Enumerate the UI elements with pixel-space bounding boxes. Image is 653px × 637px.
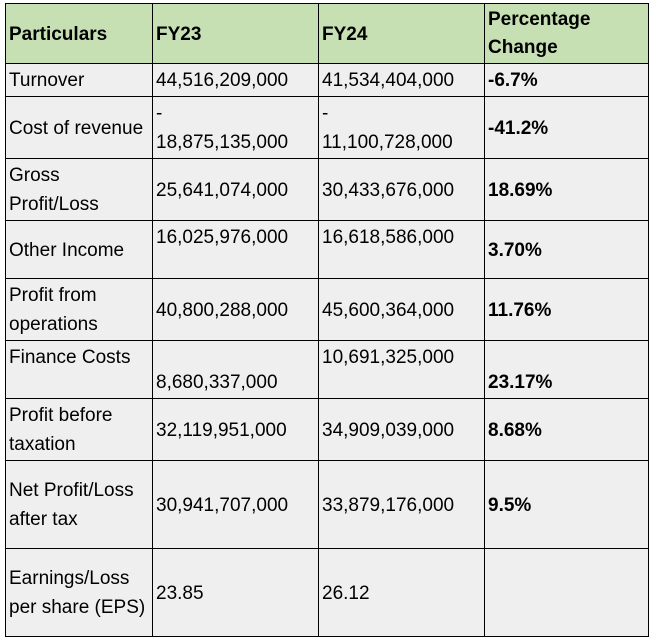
row-change: 3.70%	[484, 220, 649, 279]
row-particular: Profit before taxation	[5, 398, 153, 461]
header-fy24: FY24	[318, 3, 485, 64]
row-fy24: 41,534,404,000	[318, 63, 485, 97]
row-particular: Earnings/Loss per share (EPS)	[5, 548, 153, 637]
row-change: -6.7%	[484, 63, 649, 97]
row-fy23: 23.85	[152, 548, 319, 637]
row-change: 23.17%	[484, 340, 649, 399]
header-percentage-change: Percentage Change	[484, 3, 649, 64]
table-row: Profit from operations 40,800,288,000 45…	[5, 278, 649, 341]
table-row: Other Income 16,025,976,000 16,618,586,0…	[5, 220, 649, 279]
row-fy23-sign: -	[156, 103, 163, 124]
row-change: 11.76%	[484, 278, 649, 341]
row-fy24: 33,879,176,000	[318, 460, 485, 549]
row-change: 9.5%	[484, 460, 649, 549]
row-fy23: 8,680,337,000	[152, 340, 319, 399]
row-change: 18.69%	[484, 158, 649, 221]
row-fy24: 45,600,364,000	[318, 278, 485, 341]
table-row: Finance Costs 8,680,337,000 10,691,325,0…	[5, 340, 649, 399]
row-particular: Other Income	[5, 220, 153, 279]
table-row: Net Profit/Loss after tax 30,941,707,000…	[5, 460, 649, 549]
row-fy24: 34,909,039,000	[318, 398, 485, 461]
row-particular: Finance Costs	[5, 340, 153, 399]
row-fy24-sign: -	[322, 103, 329, 124]
row-particular: Cost of revenue	[5, 96, 153, 159]
table-row: Turnover 44,516,209,000 41,534,404,000 -…	[5, 63, 649, 97]
table-row: Gross Profit/Loss 25,641,074,000 30,433,…	[5, 158, 649, 221]
row-fy24: 16,618,586,000	[318, 220, 485, 279]
row-particular: Turnover	[5, 63, 153, 97]
row-fy24: 30,433,676,000	[318, 158, 485, 221]
header-row: Particulars FY23 FY24 Percentage Change	[5, 3, 649, 64]
row-change: 8.68%	[484, 398, 649, 461]
row-fy23: 25,641,074,000	[152, 158, 319, 221]
row-fy23-cell: - 18,875,135,000	[152, 96, 319, 159]
row-fy24: 11,100,728,000	[322, 132, 453, 153]
table-row: Profit before taxation 32,119,951,000 34…	[5, 398, 649, 461]
row-change	[484, 548, 649, 637]
row-particular: Gross Profit/Loss	[5, 158, 153, 221]
row-fy23: 30,941,707,000	[152, 460, 319, 549]
row-particular: Profit from operations	[5, 278, 153, 341]
financial-comparison-table: Particulars FY23 FY24 Percentage Change …	[5, 3, 649, 637]
row-fy24: 26.12	[318, 548, 485, 637]
table-row: Earnings/Loss per share (EPS) 23.85 26.1…	[5, 548, 649, 637]
row-change: -41.2%	[484, 96, 649, 159]
financial-table-container: Particulars FY23 FY24 Percentage Change …	[5, 3, 649, 637]
row-fy23: 16,025,976,000	[152, 220, 319, 279]
row-fy23: 18,875,135,000	[156, 132, 289, 153]
row-particular: Net Profit/Loss after tax	[5, 460, 153, 549]
row-fy23: 44,516,209,000	[152, 63, 319, 97]
table-row: Cost of revenue - 18,875,135,000 - 11,10…	[5, 96, 649, 159]
header-particulars: Particulars	[5, 3, 153, 64]
row-fy23: 40,800,288,000	[152, 278, 319, 341]
row-fy24: 10,691,325,000	[318, 340, 485, 399]
row-fy23: 32,119,951,000	[152, 398, 319, 461]
row-fy24-cell: - 11,100,728,000	[318, 96, 485, 159]
header-fy23: FY23	[152, 3, 319, 64]
